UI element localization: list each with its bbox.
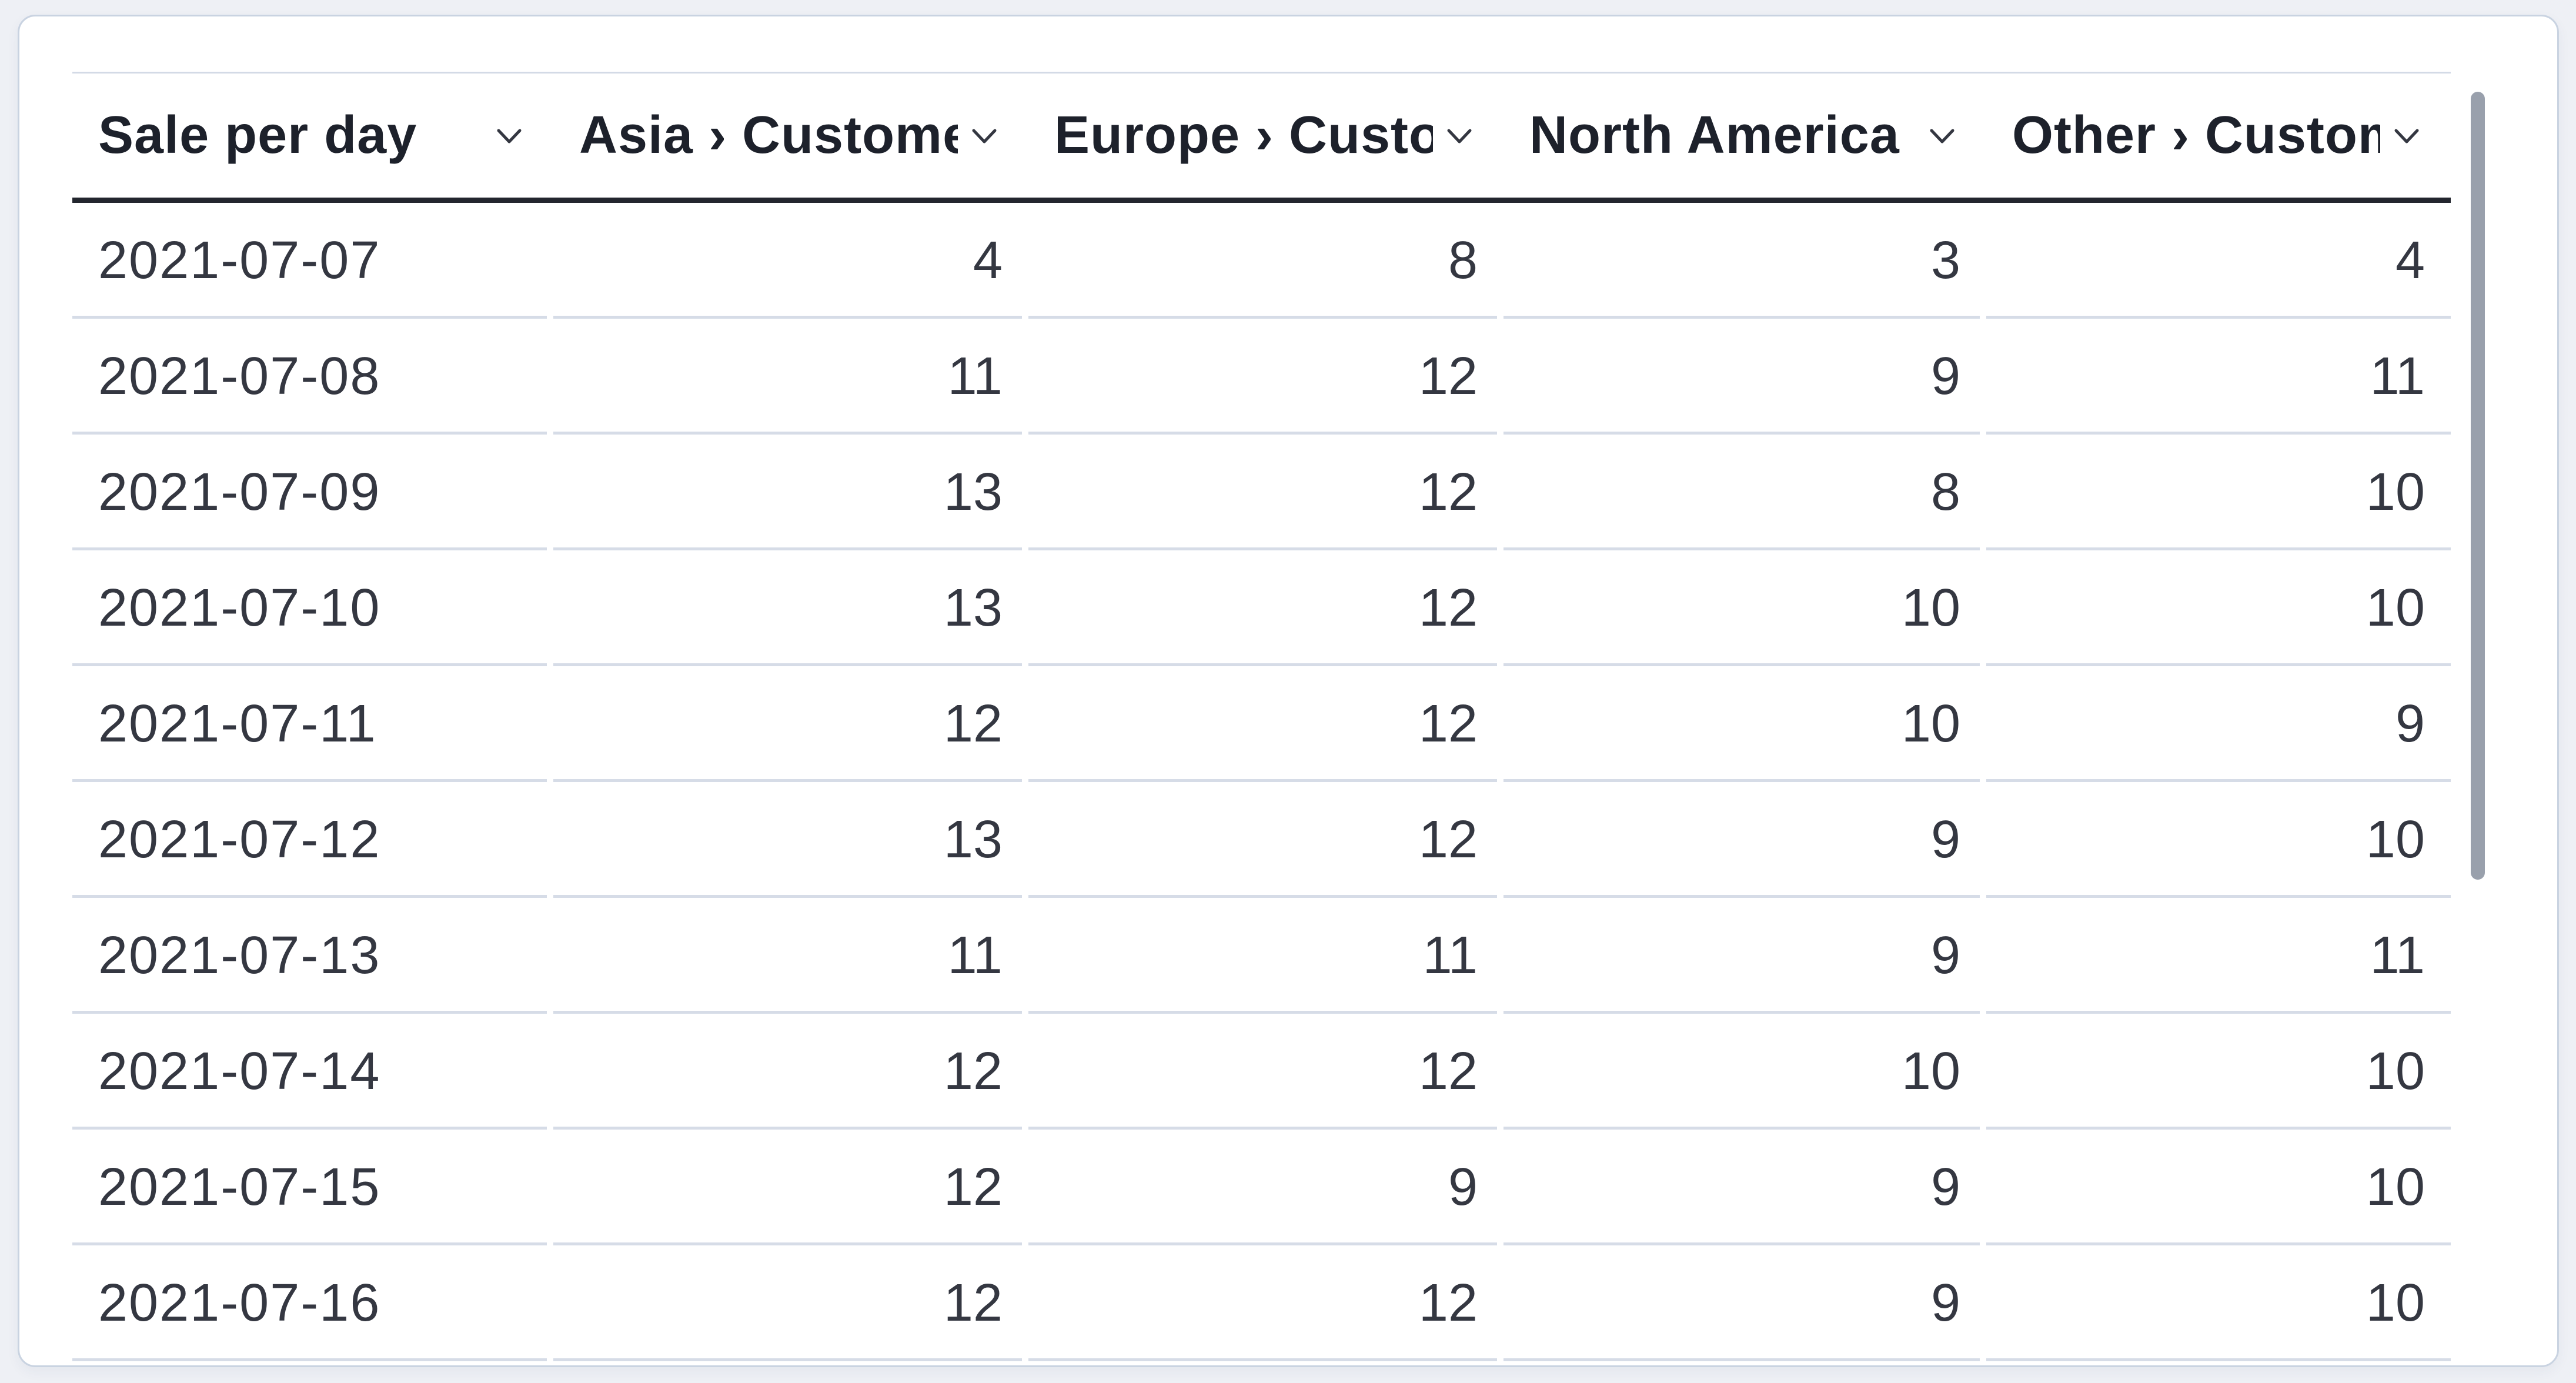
table-row: 2021-07-12 13 12 9 10 <box>72 782 2451 898</box>
table-row: 2021-07-11 12 12 10 9 <box>72 666 2451 782</box>
date-cell: 2021-07-09 <box>72 435 553 550</box>
value-cell: 12 <box>553 1130 1028 1245</box>
value-cell: 9 <box>1503 319 1986 435</box>
value-cell: 9 <box>1503 1130 1986 1245</box>
table-row: 2021-07-15 12 9 9 10 <box>72 1130 2451 1245</box>
value-cell: 12 <box>1028 1014 1503 1130</box>
value-cell: 12 <box>1028 666 1503 782</box>
table-row: 2021-07-09 13 12 8 10 <box>72 435 2451 550</box>
date-cell: 2021-07-16 <box>72 1245 553 1361</box>
date-cell: 2021-07-13 <box>72 898 553 1014</box>
column-header-label: Other › Customers <box>2012 106 2380 165</box>
value-cell: 12 <box>1028 782 1503 898</box>
date-cell: 2021-07-15 <box>72 1130 553 1245</box>
value-cell: 12 <box>1028 1245 1503 1361</box>
value-cell: 12 <box>553 1014 1028 1130</box>
date-cell: 2021-07-11 <box>72 666 553 782</box>
value-cell: 13 <box>553 782 1028 898</box>
value-cell: 4 <box>553 203 1028 319</box>
value-cell: 9 <box>1503 1245 1986 1361</box>
value-cell: 12 <box>553 1245 1028 1361</box>
table-row: 2021-07-08 11 12 9 11 <box>72 319 2451 435</box>
chevron-down-icon[interactable] <box>2388 118 2425 154</box>
column-header-other-customers[interactable]: Other › Customers <box>1986 74 2451 198</box>
value-cell: 10 <box>1986 435 2451 550</box>
value-cell: 13 <box>553 550 1028 666</box>
value-cell: 11 <box>553 898 1028 1014</box>
column-header-europe-customers[interactable]: Europe › Customers <box>1028 74 1503 198</box>
value-cell: 10 <box>1503 550 1986 666</box>
chevron-down-icon[interactable] <box>1924 118 1960 154</box>
date-cell: 2021-07-12 <box>72 782 553 898</box>
value-cell: 11 <box>1986 319 2451 435</box>
value-cell: 10 <box>1986 550 2451 666</box>
chevron-down-icon[interactable] <box>966 118 1003 154</box>
date-cell: 2021-07-07 <box>72 203 553 319</box>
value-cell: 10 <box>1986 1130 2451 1245</box>
value-cell: 9 <box>1503 898 1986 1014</box>
column-header-north-america-customers[interactable]: North America › Customers <box>1503 74 1986 198</box>
date-cell: 2021-07-08 <box>72 319 553 435</box>
table-row: 2021-07-07 4 8 3 4 <box>72 203 2451 319</box>
value-cell: 8 <box>1028 203 1503 319</box>
value-cell: 8 <box>1503 435 1986 550</box>
value-cell: 12 <box>553 666 1028 782</box>
table-body: 2021-07-07 4 8 3 4 2021-07-08 11 12 9 11 2021-07-0… <box>72 203 2451 1361</box>
value-cell: 3 <box>1503 203 1986 319</box>
value-cell: 11 <box>1028 898 1503 1014</box>
column-header-asia-customers[interactable]: Asia › Customers <box>553 74 1028 198</box>
vertical-scrollbar[interactable] <box>2471 92 2485 880</box>
chevron-down-icon[interactable] <box>1441 118 1478 154</box>
datatable-card: Sale per day Asia › Customers Europe › C… <box>18 15 2559 1367</box>
chevron-down-icon[interactable] <box>491 118 527 154</box>
value-cell: 12 <box>1028 550 1503 666</box>
column-header-label: North America › Customers <box>1529 106 1916 165</box>
column-header-label: Europe › Customers <box>1054 106 1433 165</box>
column-header-sale-per-day[interactable]: Sale per day <box>72 74 553 198</box>
value-cell: 4 <box>1986 203 2451 319</box>
value-cell: 9 <box>1028 1130 1503 1245</box>
value-cell: 10 <box>1986 1245 2451 1361</box>
table-row: 2021-07-10 13 12 10 10 <box>72 550 2451 666</box>
table-row: 2021-07-13 11 11 9 11 <box>72 898 2451 1014</box>
datatable: Sale per day Asia › Customers Europe › C… <box>72 72 2451 1361</box>
table-header-row: Sale per day Asia › Customers Europe › C… <box>72 72 2451 203</box>
column-header-label: Sale per day <box>98 106 417 165</box>
date-cell: 2021-07-14 <box>72 1014 553 1130</box>
value-cell: 12 <box>1028 435 1503 550</box>
value-cell: 9 <box>1986 666 2451 782</box>
value-cell: 11 <box>1986 898 2451 1014</box>
table-row: 2021-07-14 12 12 10 10 <box>72 1014 2451 1130</box>
value-cell: 10 <box>1986 1014 2451 1130</box>
table-row: 2021-07-16 12 12 9 10 <box>72 1245 2451 1361</box>
value-cell: 10 <box>1503 666 1986 782</box>
value-cell: 10 <box>1503 1014 1986 1130</box>
column-header-label: Asia › Customers <box>579 106 958 165</box>
value-cell: 11 <box>553 319 1028 435</box>
value-cell: 10 <box>1986 782 2451 898</box>
value-cell: 9 <box>1503 782 1986 898</box>
date-cell: 2021-07-10 <box>72 550 553 666</box>
value-cell: 13 <box>553 435 1028 550</box>
value-cell: 12 <box>1028 319 1503 435</box>
